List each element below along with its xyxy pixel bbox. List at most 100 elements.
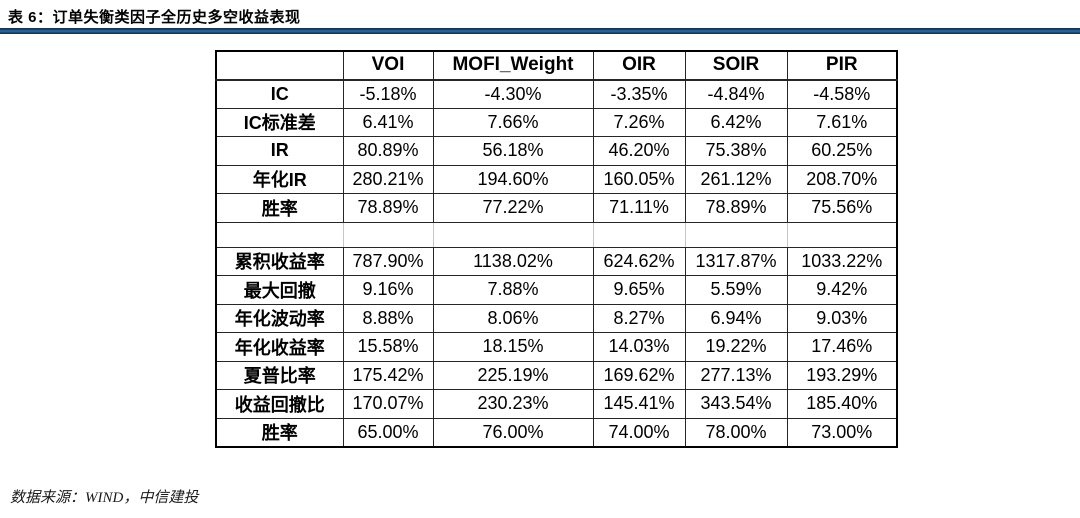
row-label: 年化IR (215, 164, 344, 194)
table-cell: 14.03% (592, 332, 686, 362)
table-cell: 145.41% (592, 389, 686, 419)
column-header: PIR (786, 50, 898, 81)
table-row: IC -5.18% -4.30% -3.35% -4.84% -4.58% (215, 79, 898, 109)
table-cell: 17.46% (786, 332, 898, 362)
table-cell: 7.88% (432, 275, 594, 305)
table-cell: 78.00% (684, 417, 788, 447)
table-cell: 624.62% (592, 246, 686, 276)
table-cell: 9.42% (786, 275, 898, 305)
table-cell: 343.54% (684, 389, 788, 419)
table-cell: 80.89% (342, 136, 434, 166)
table-cell: 787.90% (342, 246, 434, 276)
table-row: 年化波动率 8.88% 8.06% 8.27% 6.94% 9.03% (215, 303, 898, 333)
table-cell: 19.22% (684, 332, 788, 362)
table-cell: 1033.22% (786, 246, 898, 276)
table-title: 表 6：订单失衡类因子全历史多空收益表现 (8, 9, 301, 26)
table-cell: 5.59% (684, 275, 788, 305)
table-cell: 78.89% (342, 193, 434, 223)
table-cell: 74.00% (592, 417, 686, 447)
table-cell: 7.61% (786, 107, 898, 137)
table-cell: 75.56% (786, 193, 898, 223)
table-cell: 8.27% (592, 303, 686, 333)
table-cell: 15.58% (342, 332, 434, 362)
table-cell: 65.00% (342, 417, 434, 447)
table-cell: 225.19% (432, 360, 594, 390)
title-divider (0, 28, 1080, 34)
table-cell: 9.16% (342, 275, 434, 305)
spacer-row (215, 221, 898, 248)
table-cell: 230.23% (432, 389, 594, 419)
table-row: 最大回撤 9.16% 7.88% 9.65% 5.59% 9.42% (215, 275, 898, 305)
table-cell: 6.42% (684, 107, 788, 137)
table-cell: 277.13% (684, 360, 788, 390)
table-row: 年化收益率 15.58% 18.15% 14.03% 19.22% 17.46% (215, 332, 898, 362)
table-row: 收益回撤比 170.07% 230.23% 145.41% 343.54% 185.40% (215, 389, 898, 419)
row-label: 年化波动率 (215, 303, 344, 333)
table-cell: 6.94% (684, 303, 788, 333)
table-cell: -4.30% (432, 79, 594, 109)
table-cell: 46.20% (592, 136, 686, 166)
header-row: VOI MOFI_Weight OIR SOIR PIR (215, 50, 898, 81)
table-cell: 60.25% (786, 136, 898, 166)
table-row: 胜率 78.89% 77.22% 71.11% 78.89% 75.56% (215, 193, 898, 223)
table-cell: 18.15% (432, 332, 594, 362)
table-cell: 77.22% (432, 193, 594, 223)
column-header: OIR (592, 50, 686, 81)
row-label: 胜率 (215, 417, 344, 447)
table-cell: 185.40% (786, 389, 898, 419)
table-cell: -4.84% (684, 79, 788, 109)
table-cell: 76.00% (432, 417, 594, 447)
column-header: VOI (342, 50, 434, 81)
table-cell: 170.07% (342, 389, 434, 419)
row-label: 累积收益率 (215, 246, 344, 276)
row-label: IC (215, 79, 344, 109)
table-row: IR 80.89% 56.18% 46.20% 75.38% 60.25% (215, 136, 898, 166)
table-cell: 6.41% (342, 107, 434, 137)
row-label: 年化收益率 (215, 332, 344, 362)
table-cell (684, 221, 788, 248)
table-cell: 71.11% (592, 193, 686, 223)
table-row: 夏普比率 175.42% 225.19% 169.62% 277.13% 193.29% (215, 360, 898, 390)
table-cell: 208.70% (786, 164, 898, 194)
table-cell: 7.66% (432, 107, 594, 137)
table-cell: 9.65% (592, 275, 686, 305)
table-cell: 9.03% (786, 303, 898, 333)
table-cell: 160.05% (592, 164, 686, 194)
row-label: IC标准差 (215, 107, 344, 137)
data-source-note: 数据来源：WIND，中信建投 (10, 490, 199, 506)
factor-performance-table-wrap: VOI MOFI_Weight OIR SOIR PIR IC -5.18% -4.30% -… (215, 50, 898, 448)
row-label: IR (215, 136, 344, 166)
table-cell (786, 221, 898, 248)
table-cell (342, 221, 434, 248)
table-cell: 8.06% (432, 303, 594, 333)
table-cell: 7.26% (592, 107, 686, 137)
table-cell: 1138.02% (432, 246, 594, 276)
row-label: 夏普比率 (215, 360, 344, 390)
table-cell: 73.00% (786, 417, 898, 447)
table-cell: -4.58% (786, 79, 898, 109)
table-cell: 261.12% (684, 164, 788, 194)
table-cell (592, 221, 686, 248)
corner-header-cell (215, 50, 344, 81)
factor-performance-table: VOI MOFI_Weight OIR SOIR PIR IC -5.18% -4.30% -… (215, 50, 898, 448)
row-label: 最大回撤 (215, 275, 344, 305)
table-cell: 193.29% (786, 360, 898, 390)
table-cell: -5.18% (342, 79, 434, 109)
table-body: IC -5.18% -4.30% -3.35% -4.84% -4.58% IC标准差 6.4… (215, 79, 898, 447)
row-label (215, 221, 344, 248)
column-header: MOFI_Weight (432, 50, 594, 81)
table-row: IC标准差 6.41% 7.66% 7.26% 6.42% 7.61% (215, 107, 898, 137)
table-cell: -3.35% (592, 79, 686, 109)
table-cell: 8.88% (342, 303, 434, 333)
table-cell: 175.42% (342, 360, 434, 390)
table-cell (432, 221, 594, 248)
table-cell: 1317.87% (684, 246, 788, 276)
table-cell: 56.18% (432, 136, 594, 166)
table-row: 胜率 65.00% 76.00% 74.00% 78.00% 73.00% (215, 417, 898, 447)
row-label: 胜率 (215, 193, 344, 223)
row-label: 收益回撤比 (215, 389, 344, 419)
table-cell: 78.89% (684, 193, 788, 223)
table-cell: 169.62% (592, 360, 686, 390)
table-cell: 280.21% (342, 164, 434, 194)
column-header: SOIR (684, 50, 788, 81)
